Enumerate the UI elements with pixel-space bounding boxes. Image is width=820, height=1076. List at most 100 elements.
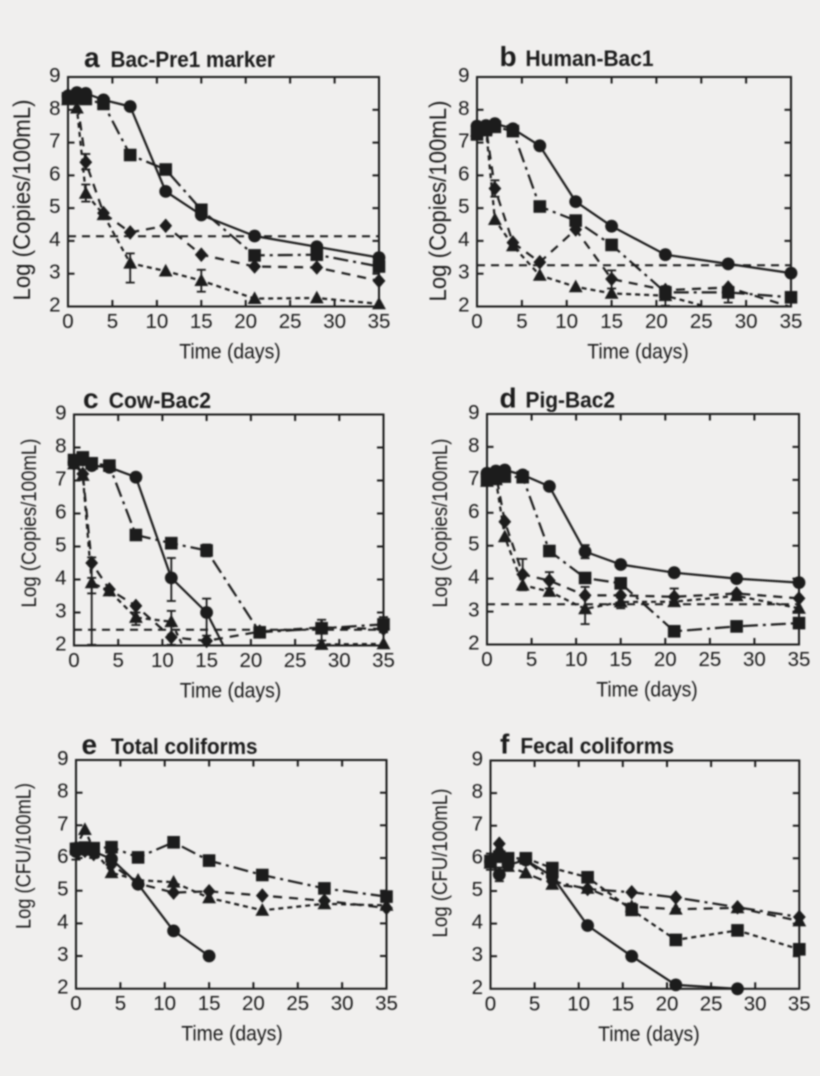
svg-text:5: 5 (112, 649, 123, 672)
svg-text:9: 9 (57, 747, 68, 770)
svg-text:6: 6 (458, 162, 469, 185)
svg-text:5: 5 (107, 310, 118, 333)
svg-text:7: 7 (472, 813, 483, 836)
svg-text:20: 20 (242, 992, 265, 1015)
svg-text:6: 6 (472, 845, 483, 868)
svg-text:3: 3 (57, 943, 68, 966)
svg-text:a: a (84, 42, 100, 73)
svg-text:Pig-Bac2: Pig-Bac2 (526, 388, 616, 413)
svg-text:2: 2 (472, 976, 483, 999)
svg-text:6: 6 (55, 501, 66, 524)
svg-text:6: 6 (57, 845, 68, 868)
svg-text:7: 7 (468, 467, 479, 490)
svg-text:6: 6 (49, 162, 60, 185)
svg-text:7: 7 (458, 130, 469, 153)
svg-text:4: 4 (458, 228, 469, 251)
svg-text:3: 3 (472, 943, 483, 966)
svg-text:b: b (500, 41, 517, 72)
svg-text:2: 2 (55, 633, 66, 656)
svg-text:25: 25 (279, 310, 302, 333)
svg-text:0: 0 (485, 992, 496, 1015)
svg-text:35: 35 (375, 992, 398, 1015)
svg-text:20: 20 (239, 649, 262, 672)
svg-text:9: 9 (468, 401, 479, 424)
svg-text:35: 35 (368, 310, 391, 333)
svg-text:0: 0 (481, 648, 492, 671)
svg-text:30: 30 (743, 648, 766, 671)
svg-text:25: 25 (284, 649, 307, 672)
svg-text:10: 10 (555, 310, 578, 333)
svg-text:3: 3 (55, 600, 66, 623)
svg-text:8: 8 (472, 780, 483, 803)
svg-text:15: 15 (195, 649, 218, 672)
svg-text:5: 5 (472, 878, 483, 901)
svg-text:10: 10 (567, 992, 590, 1015)
svg-text:d: d (500, 383, 517, 414)
svg-text:9: 9 (55, 402, 66, 425)
svg-text:8: 8 (468, 434, 479, 457)
svg-text:2: 2 (57, 976, 68, 999)
svg-text:30: 30 (323, 310, 346, 333)
svg-text:25: 25 (690, 310, 713, 333)
svg-text:3: 3 (468, 599, 479, 622)
svg-text:0: 0 (62, 310, 73, 333)
svg-text:9: 9 (458, 64, 469, 87)
svg-text:9: 9 (472, 748, 483, 771)
svg-text:10: 10 (565, 648, 588, 671)
svg-text:Bac-Pre1 marker: Bac-Pre1 marker (111, 47, 276, 72)
svg-text:4: 4 (57, 910, 68, 933)
svg-text:Time (days): Time (days) (179, 340, 281, 364)
svg-text:Log (CFU/100mL): Log (CFU/100mL) (12, 783, 36, 929)
svg-text:Human-Bac1: Human-Bac1 (526, 46, 654, 71)
svg-text:0: 0 (471, 310, 482, 333)
svg-text:25: 25 (286, 992, 309, 1015)
svg-text:15: 15 (609, 648, 632, 671)
svg-text:4: 4 (468, 566, 479, 589)
svg-text:0: 0 (68, 649, 79, 672)
svg-text:f: f (500, 729, 510, 760)
svg-text:20: 20 (234, 310, 257, 333)
svg-text:6: 6 (468, 500, 479, 523)
svg-text:10: 10 (145, 310, 168, 333)
svg-text:Time (days): Time (days) (598, 1022, 700, 1046)
svg-text:30: 30 (331, 992, 354, 1015)
svg-text:0: 0 (70, 992, 81, 1015)
svg-text:15: 15 (198, 992, 221, 1015)
svg-text:c: c (83, 383, 99, 414)
svg-text:4: 4 (49, 228, 60, 251)
svg-text:5: 5 (468, 533, 479, 556)
svg-text:Log (Copies/100mL): Log (Copies/100mL) (9, 100, 36, 301)
svg-text:Fecal coliforms: Fecal coliforms (520, 734, 674, 759)
svg-text:Time (days): Time (days) (596, 678, 698, 702)
svg-text:Log (CFU/100mL): Log (CFU/100mL) (428, 789, 452, 938)
svg-text:8: 8 (49, 97, 60, 120)
svg-text:Log (Copies/100mL): Log (Copies/100mL) (17, 439, 41, 608)
svg-text:15: 15 (611, 992, 634, 1015)
svg-text:30: 30 (744, 992, 767, 1015)
svg-text:25: 25 (700, 992, 723, 1015)
svg-text:Time (days): Time (days) (181, 1022, 283, 1046)
svg-text:5: 5 (55, 534, 66, 557)
svg-text:35: 35 (788, 648, 811, 671)
svg-text:4: 4 (472, 911, 483, 934)
svg-text:8: 8 (458, 97, 469, 120)
svg-text:10: 10 (153, 992, 176, 1015)
svg-text:2: 2 (49, 294, 60, 317)
svg-text:Log (Copies/100mL): Log (Copies/100mL) (425, 101, 452, 302)
svg-text:25: 25 (698, 648, 721, 671)
svg-text:15: 15 (190, 310, 213, 333)
svg-text:7: 7 (55, 468, 66, 491)
svg-text:20: 20 (645, 310, 668, 333)
svg-text:2: 2 (458, 294, 469, 317)
svg-text:30: 30 (328, 649, 351, 672)
svg-text:2: 2 (468, 632, 479, 655)
svg-text:15: 15 (600, 310, 623, 333)
svg-text:5: 5 (458, 195, 469, 218)
svg-text:5: 5 (49, 195, 60, 218)
svg-text:3: 3 (458, 261, 469, 284)
svg-text:35: 35 (780, 310, 803, 333)
svg-text:Log (Copies/100mL): Log (Copies/100mL) (428, 439, 452, 608)
svg-text:10: 10 (151, 649, 174, 672)
svg-text:8: 8 (57, 780, 68, 803)
svg-text:5: 5 (516, 310, 527, 333)
